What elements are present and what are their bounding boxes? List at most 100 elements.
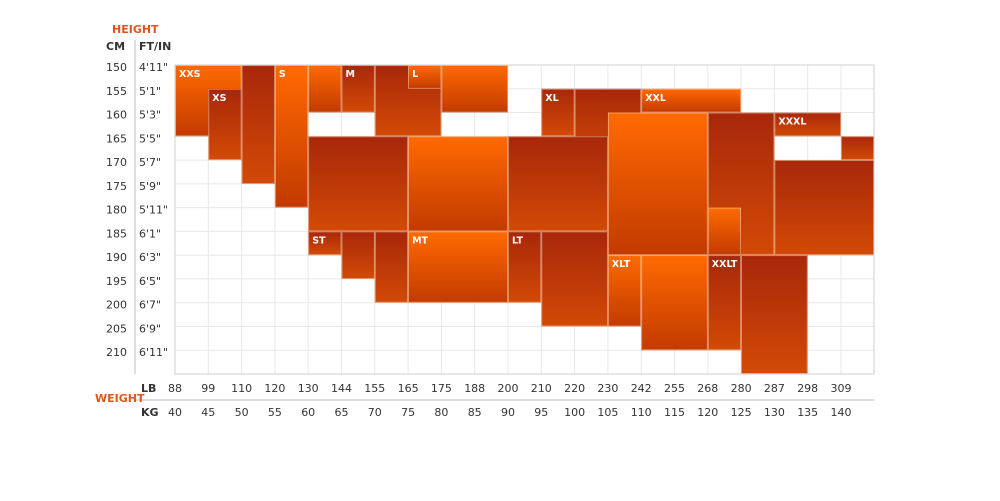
size-region-outline [641, 88, 742, 113]
size-label-xlt: XLT [612, 259, 631, 270]
size-region-s [274, 65, 342, 208]
size-region-cell [774, 160, 875, 256]
weight-lb-tick: 220 [564, 382, 585, 395]
weight-kg-tick: 40 [168, 406, 182, 419]
size-region-block-8 [308, 136, 409, 232]
size-region-outline [374, 231, 408, 303]
size-region-outline [774, 112, 841, 137]
size-region-outline [608, 255, 642, 327]
height-ftin-tick: 6'1" [139, 227, 161, 240]
size-region-st [308, 231, 409, 303]
size-region-outline [308, 231, 342, 256]
weight-title: WEIGHT [95, 392, 145, 405]
size-region-outline [508, 136, 608, 232]
size-label-lt: LT [512, 235, 523, 246]
size-region-outline [707, 207, 741, 256]
size-region-cell [641, 255, 708, 351]
weight-kg-tick: 115 [664, 406, 685, 419]
size-region-cell [508, 136, 608, 232]
size-label-l: L [412, 69, 418, 80]
weight-lb-tick: 188 [464, 382, 485, 395]
weight-lb-tick: 210 [531, 382, 552, 395]
size-region-cell [741, 255, 808, 375]
plot-border [174, 64, 875, 375]
height-tick-labels: 150 4'11" 155 5'1" 160 5'3" 165 5'5" 170 5'7" 175 5… [106, 61, 168, 359]
weight-lb-tick: 200 [498, 382, 519, 395]
height-ftin-tick: 4'11" [139, 61, 168, 74]
size-label-xxs: XXS [179, 69, 201, 80]
size-region-outline [308, 136, 409, 232]
size-region-outline [508, 231, 542, 303]
cm-header: CM [106, 40, 125, 53]
size-label-mt: MT [412, 235, 428, 246]
size-region-cell [408, 65, 442, 89]
size-region-xxxl [774, 112, 875, 161]
weight-kg-tick: 100 [564, 406, 585, 419]
weight-lb-tick: 298 [797, 382, 818, 395]
size-region-cell [308, 231, 342, 256]
height-title: HEIGHT [112, 23, 159, 36]
size-region-lt [508, 231, 608, 327]
height-ftin-tick: 6'11" [139, 346, 168, 359]
height-ftin-tick: 6'9" [139, 322, 161, 335]
weight-lb-tick: 88 [168, 382, 182, 395]
size-region-cell [774, 112, 841, 137]
size-region-block-13 [707, 207, 742, 256]
weight-lb-tick: 99 [201, 382, 215, 395]
size-region-cell [408, 231, 508, 303]
size-region-cell [607, 112, 708, 256]
height-cm-tick: 210 [106, 346, 127, 359]
height-cm-tick: 195 [106, 275, 127, 288]
size-label-xs: XS [212, 93, 226, 104]
weight-lb-tick: 144 [331, 382, 352, 395]
size-region-outline [707, 255, 741, 351]
size-regions [175, 65, 875, 375]
size-region-cell [308, 136, 409, 232]
size-region-cell [374, 231, 409, 303]
size-region-outline [541, 88, 575, 137]
size-region-cell [308, 65, 342, 113]
weight-kg-tick: 45 [201, 406, 215, 419]
size-region-outline [541, 231, 608, 327]
size-label-m: M [346, 69, 355, 80]
height-cm-tick: 200 [106, 299, 127, 312]
weight-lb-tick: 255 [664, 382, 685, 395]
size-region-cell [707, 255, 742, 351]
size-region-cell [707, 207, 742, 256]
weight-kg-tick: 135 [797, 406, 818, 419]
size-region-xxlt [707, 255, 808, 375]
weight-lb-tick: 165 [398, 382, 419, 395]
weight-kg-tick: 80 [434, 406, 448, 419]
kg-header: KG [141, 406, 159, 419]
weight-kg-tick: 130 [764, 406, 785, 419]
size-label-xl: XL [545, 93, 558, 104]
size-region-cell [341, 65, 375, 113]
height-cm-tick: 180 [106, 204, 127, 217]
size-region-xs [208, 65, 275, 184]
weight-lb-tick: 309 [831, 382, 852, 395]
height-cm-tick: 160 [106, 109, 127, 122]
ftin-header: FT/IN [139, 40, 171, 53]
height-ftin-tick: 5'11" [139, 204, 168, 217]
weight-lb-tick: 242 [631, 382, 652, 395]
height-cm-tick: 185 [106, 227, 127, 240]
weight-lb-tick: 280 [731, 382, 752, 395]
size-region-outline [408, 136, 508, 232]
size-label-xxlt: XXLT [712, 259, 738, 270]
height-cm-tick: 165 [106, 132, 127, 145]
size-region-cell [441, 65, 508, 113]
size-region-outline [208, 88, 242, 160]
weight-kg-tick: 65 [335, 406, 349, 419]
size-region-cell [541, 231, 608, 327]
size-region-xlt [607, 255, 708, 351]
size-region-outline [408, 231, 508, 303]
size-label-s: S [279, 69, 286, 80]
size-region-cell [841, 136, 875, 161]
height-ftin-tick: 5'1" [139, 85, 161, 98]
size-region-mt [408, 231, 508, 303]
weight-lb-tick: 268 [697, 382, 718, 395]
size-region-block-9 [408, 136, 508, 232]
weight-kg-tick: 105 [597, 406, 618, 419]
size-region-outline [608, 112, 708, 256]
weight-kg-tick: 120 [697, 406, 718, 419]
